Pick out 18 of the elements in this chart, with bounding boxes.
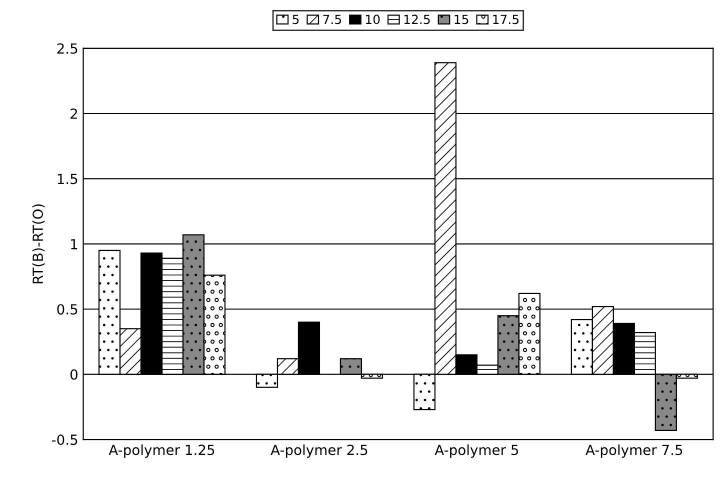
legend-label: 17.5 [493,14,519,24]
y-tick-label: 2 [70,108,78,119]
legend-label: 12.5 [404,14,430,24]
x-tick-label: A-polymer 1.25 [108,444,214,458]
y-axis-title: RT(B)-RT(O) [32,204,45,284]
y-tick-label: 0 [70,369,78,380]
x-tick-label: A-polymer 2.5 [270,444,368,458]
legend-label: 7.5 [323,14,342,24]
legend-label: 5 [292,14,299,24]
legend-label: 10 [366,14,380,24]
y-tick-label: 1.5 [58,174,78,184]
y-tick-label: -0.5 [52,434,78,446]
y-tick-label: 2.5 [57,43,78,54]
legend-label: 15 [454,14,468,24]
y-tick-label: 0.5 [57,304,78,315]
x-tick-label: A-polymer 5 [434,444,518,458]
y-tick-label: 1 [71,239,78,250]
x-tick-label: A-polymer 7.5 [586,444,682,458]
